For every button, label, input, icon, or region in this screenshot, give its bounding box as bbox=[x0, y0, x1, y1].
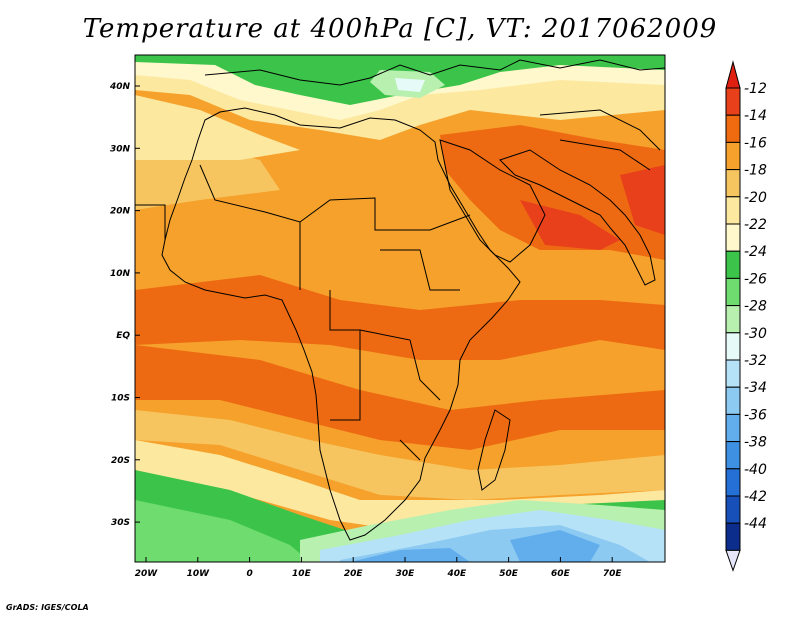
colorbar-segment bbox=[725, 223, 741, 252]
colorbar-segment bbox=[725, 359, 741, 388]
lon-tick-label: 20W bbox=[135, 569, 159, 579]
colorbar-segment bbox=[725, 305, 741, 334]
plot-frame bbox=[134, 54, 666, 563]
field-south-hot bbox=[135, 345, 665, 450]
colorbar-segment bbox=[725, 87, 741, 116]
colorbar-label: -12 bbox=[744, 81, 767, 97]
colorbar-label: -40 bbox=[744, 462, 767, 478]
colorbar-label: -26 bbox=[744, 271, 767, 287]
colorbar-label: -22 bbox=[744, 217, 767, 233]
map-title: Temperature at 400hPa [C], VT: 201706200… bbox=[82, 14, 718, 44]
colorbar-label: -36 bbox=[744, 407, 767, 423]
field-southeast-deep-blue-2 bbox=[510, 530, 600, 562]
lon-tick-label: 50E bbox=[499, 569, 519, 579]
colorbar-label: -38 bbox=[744, 435, 767, 451]
lon-tick-label: 30E bbox=[396, 569, 416, 579]
colorbar-label: -28 bbox=[744, 299, 767, 315]
colorbar-label: -18 bbox=[744, 163, 767, 179]
lon-tick-label: 40E bbox=[446, 569, 467, 579]
europe-coastline bbox=[204, 59, 665, 86]
lat-tick-label: 30S bbox=[111, 518, 130, 528]
colorbar-segment bbox=[725, 277, 741, 307]
colorbar-segment bbox=[725, 386, 741, 415]
colorbar-segment bbox=[725, 141, 741, 171]
lat-tick-label: 10N bbox=[110, 269, 131, 279]
coastlines bbox=[135, 59, 665, 541]
colorbar-label: -24 bbox=[744, 244, 767, 260]
colorbar-label: -20 bbox=[744, 190, 767, 206]
latitude-axis: 40N 30N 20N 10N EQ 10S 20S 30S bbox=[109, 82, 140, 528]
asia-borders bbox=[539, 109, 661, 171]
field-indian-ocean-patch-2 bbox=[620, 400, 650, 420]
longitude-axis: 20W 10W 0 10E 20E 30E 40E 50E 60E 70E bbox=[135, 557, 623, 579]
colorbar-label: -32 bbox=[744, 353, 767, 369]
colorbar-segment bbox=[725, 114, 741, 143]
colorbar-top-arrow bbox=[725, 60, 741, 89]
colorbar-label: -16 bbox=[744, 135, 767, 151]
colorbar-segment bbox=[725, 169, 741, 198]
lon-tick-label: 60E bbox=[551, 569, 571, 579]
south-asia-coastline bbox=[499, 149, 656, 286]
lat-tick-label: 20N bbox=[110, 207, 131, 217]
lat-tick-label: EQ bbox=[116, 331, 130, 341]
grads-credit: GrADS: IGES/COLA bbox=[6, 603, 89, 612]
field-southwest-mid-green bbox=[135, 500, 310, 562]
africa-coastline bbox=[161, 107, 521, 541]
lat-tick-label: 20S bbox=[111, 456, 130, 466]
temperature-field bbox=[135, 55, 665, 562]
colorbar-segment bbox=[725, 495, 741, 524]
field-arabia-hottest bbox=[520, 200, 620, 250]
colorbar-label: -44 bbox=[744, 516, 767, 532]
colorbar-segment bbox=[725, 250, 741, 279]
colorbar-segment bbox=[725, 441, 741, 470]
colorbar-label: -42 bbox=[744, 489, 767, 505]
lat-tick-label: 40N bbox=[109, 82, 131, 92]
lat-tick-label: 30N bbox=[110, 144, 131, 154]
colorbar-label: -30 bbox=[744, 326, 767, 342]
lon-tick-label: 70E bbox=[603, 569, 623, 579]
colorbar: -12 -14 -16 -18 -20 -22 -24 -26 -28 -30 -32 -34 -36 -… bbox=[725, 60, 767, 572]
lon-tick-label: 10W bbox=[187, 569, 211, 579]
country-borders bbox=[135, 164, 471, 461]
colorbar-bottom-arrow bbox=[725, 549, 741, 572]
field-indian-ocean-patch bbox=[540, 410, 580, 425]
field-sahara-pale bbox=[135, 95, 300, 160]
lon-tick-label: 10E bbox=[292, 569, 312, 579]
colorbar-segment bbox=[725, 413, 741, 443]
lat-tick-label: 10S bbox=[111, 394, 130, 404]
colorbar-segment bbox=[725, 522, 741, 551]
field-south-light-orange bbox=[135, 410, 665, 500]
colorbar-label: -14 bbox=[744, 108, 767, 124]
madagascar-coastline bbox=[477, 409, 511, 491]
colorbar-segment bbox=[725, 196, 741, 225]
lon-tick-label: 0 bbox=[246, 569, 252, 579]
field-west-light-orange bbox=[135, 145, 280, 210]
field-med-cyan bbox=[395, 78, 425, 92]
lon-tick-label: 20E bbox=[344, 569, 364, 579]
field-southeast-deep-blue bbox=[350, 548, 470, 562]
field-india-hottest bbox=[620, 165, 665, 235]
colorbar-segment bbox=[725, 332, 741, 361]
colorbar-segment bbox=[725, 468, 741, 497]
arabia-coastline bbox=[439, 139, 546, 263]
colorbar-label: -34 bbox=[744, 380, 767, 396]
